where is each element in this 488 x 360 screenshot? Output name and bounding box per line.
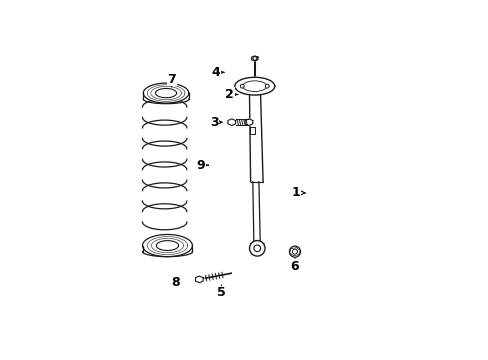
Text: 6: 6 <box>290 259 299 273</box>
Text: 8: 8 <box>171 276 180 289</box>
Text: 9: 9 <box>196 159 208 172</box>
Text: 4: 4 <box>211 66 224 79</box>
Text: 3: 3 <box>209 116 222 129</box>
Text: 5: 5 <box>217 285 225 299</box>
Text: 1: 1 <box>291 186 304 199</box>
Polygon shape <box>251 56 257 61</box>
Text: 2: 2 <box>225 88 237 101</box>
Circle shape <box>240 84 244 88</box>
Circle shape <box>289 246 300 257</box>
Polygon shape <box>227 119 235 126</box>
Polygon shape <box>142 234 192 257</box>
Polygon shape <box>244 119 252 126</box>
Polygon shape <box>249 95 263 182</box>
Polygon shape <box>143 83 188 103</box>
Polygon shape <box>252 182 260 247</box>
Polygon shape <box>234 77 274 95</box>
Circle shape <box>265 84 268 88</box>
Polygon shape <box>195 276 203 283</box>
Text: 7: 7 <box>167 73 176 86</box>
FancyBboxPatch shape <box>249 127 254 134</box>
Circle shape <box>249 240 264 256</box>
